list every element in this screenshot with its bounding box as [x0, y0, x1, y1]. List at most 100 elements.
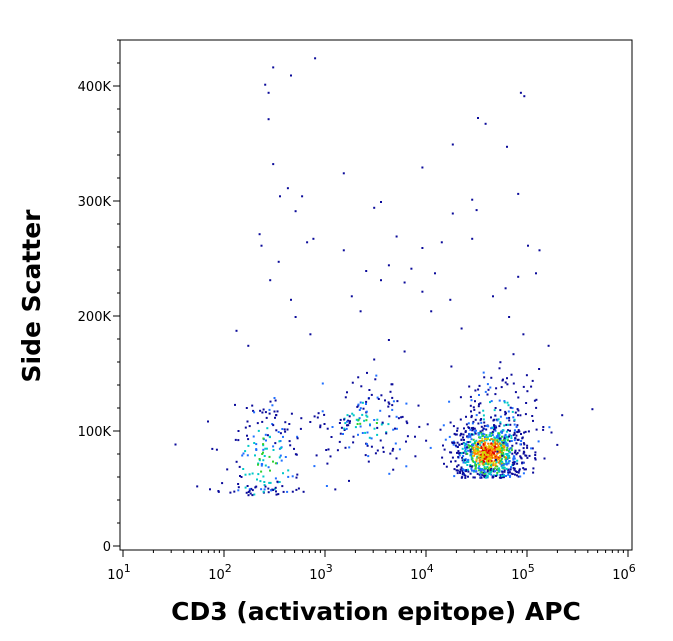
data-point [263, 488, 266, 491]
data-point [478, 411, 481, 414]
data-point [425, 439, 428, 442]
data-point [487, 442, 490, 445]
data-point [507, 471, 510, 474]
data-point [286, 490, 289, 493]
data-point [356, 423, 359, 425]
data-point [505, 467, 508, 470]
data-point [512, 457, 515, 460]
data-point [477, 443, 479, 445]
data-point [501, 379, 504, 382]
data-points [174, 57, 594, 497]
data-point [520, 440, 523, 442]
data-point [279, 440, 282, 442]
data-point [459, 396, 462, 399]
data-point [524, 430, 527, 433]
data-point [524, 413, 527, 416]
data-point [470, 465, 473, 468]
data-point [475, 458, 478, 461]
data-point [505, 441, 508, 444]
data-point [262, 408, 265, 411]
data-point [500, 430, 503, 433]
data-point [506, 446, 509, 449]
data-point [465, 423, 468, 426]
data-point [480, 441, 483, 444]
data-point [367, 455, 370, 458]
data-point [463, 427, 465, 430]
data-point [380, 394, 383, 397]
data-point [494, 449, 497, 451]
y-axis-title: Side Scatter [17, 209, 46, 383]
data-point [486, 468, 489, 471]
data-point [500, 464, 503, 467]
data-point [493, 409, 496, 412]
data-point [505, 462, 508, 465]
data-point [471, 459, 474, 462]
data-point [505, 412, 507, 415]
data-point [452, 443, 455, 446]
data-point [462, 461, 465, 464]
data-point [287, 469, 290, 472]
data-point [517, 192, 520, 195]
data-point [487, 425, 490, 428]
data-point [470, 410, 472, 413]
data-point [257, 463, 259, 466]
data-point [480, 431, 483, 434]
data-point [367, 397, 370, 400]
data-point [504, 381, 507, 384]
data-point [462, 436, 464, 439]
data-point [451, 143, 454, 146]
data-point [498, 476, 501, 479]
data-point [495, 474, 498, 477]
data-point [290, 412, 293, 415]
data-point [457, 452, 460, 455]
data-point [392, 400, 395, 403]
data-point [237, 489, 240, 492]
data-point [274, 416, 276, 419]
data-point [392, 447, 395, 450]
data-point [478, 461, 481, 464]
data-point [391, 449, 394, 452]
data-point [453, 475, 456, 478]
data-point [483, 476, 486, 479]
y-tick-label: 100K [78, 425, 112, 440]
data-point [505, 458, 508, 461]
data-point [523, 431, 526, 434]
data-point [495, 460, 498, 463]
data-point [291, 475, 294, 478]
data-point [506, 458, 509, 461]
data-point [461, 447, 464, 450]
data-point [459, 452, 462, 454]
data-point [234, 438, 237, 441]
data-point [507, 429, 509, 432]
data-point [508, 448, 511, 451]
data-point [440, 241, 443, 244]
data-point [467, 441, 470, 444]
data-point [339, 418, 342, 421]
data-point [508, 471, 511, 474]
data-point [503, 424, 506, 427]
data-point [296, 437, 299, 440]
data-point [501, 460, 504, 463]
data-point [523, 443, 526, 446]
data-point [449, 421, 452, 424]
data-point [365, 403, 367, 405]
data-point [535, 398, 538, 401]
data-point [481, 440, 484, 443]
data-point [207, 420, 209, 423]
data-point [500, 475, 503, 477]
data-point [484, 441, 487, 444]
data-point [482, 427, 485, 430]
data-point [421, 166, 424, 169]
data-point [323, 423, 326, 425]
data-point [244, 473, 247, 476]
data-point [235, 460, 238, 463]
data-point [287, 475, 290, 478]
data-point [516, 462, 519, 465]
data-point [508, 419, 511, 422]
data-point [289, 444, 292, 447]
data-point [464, 448, 467, 451]
data-point [380, 423, 383, 426]
data-point [278, 481, 281, 483]
data-point [486, 447, 489, 450]
data-point [450, 460, 452, 463]
